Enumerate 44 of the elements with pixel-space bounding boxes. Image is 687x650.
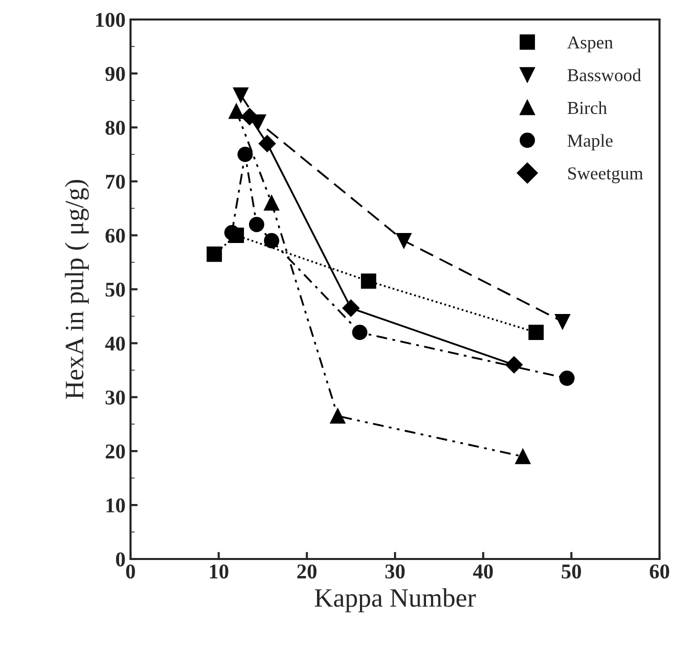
y-tick-label: 80: [106, 120, 125, 135]
y-tick-label: 90: [105, 66, 125, 81]
x-tick-label: 20: [297, 564, 316, 579]
point: [264, 195, 280, 211]
point: [342, 300, 360, 317]
y-tick-label: 30: [106, 390, 125, 405]
legend-label: Birch: [568, 101, 607, 114]
y-tick-label: 100: [96, 12, 125, 27]
point: [515, 448, 531, 464]
point: [264, 233, 280, 248]
x-tick-label: 30: [385, 564, 405, 579]
point: [330, 408, 346, 424]
point: [228, 228, 244, 243]
point: [233, 87, 248, 103]
legend-label: Basswood: [568, 68, 642, 82]
point: [554, 314, 570, 330]
point: [528, 324, 544, 340]
x-tick-label: 50: [562, 564, 581, 579]
y-tick-label: 40: [105, 336, 125, 351]
point: [248, 216, 264, 232]
y-tick-label: 50: [106, 282, 125, 297]
point: [505, 356, 523, 374]
x-tick-label: 60: [650, 564, 670, 579]
legend-label: Sweetgum: [568, 167, 643, 184]
y-tick-label: 10: [106, 498, 125, 512]
point: [238, 146, 253, 162]
y-tick-label: 60: [106, 228, 125, 243]
point: [352, 324, 368, 340]
legend-label: Maple: [568, 134, 613, 150]
x-tick-label: 40: [473, 564, 493, 579]
y-axis-title: HexA in pulp ( μg/g): [64, 180, 89, 399]
x-tick-label: 10: [210, 564, 228, 579]
x-tick-label: 0: [126, 564, 135, 579]
point: [559, 370, 575, 386]
point: [360, 274, 376, 289]
point: [206, 246, 222, 262]
x-axis-title: Kappa Number: [314, 588, 476, 612]
point: [228, 104, 244, 119]
y-tick-label: 20: [106, 444, 125, 459]
point: [258, 135, 276, 152]
y-tick-label: 0: [116, 552, 125, 566]
y-tick-label: 70: [106, 174, 125, 189]
legend-label: Aspen: [567, 36, 613, 52]
point: [396, 233, 412, 248]
